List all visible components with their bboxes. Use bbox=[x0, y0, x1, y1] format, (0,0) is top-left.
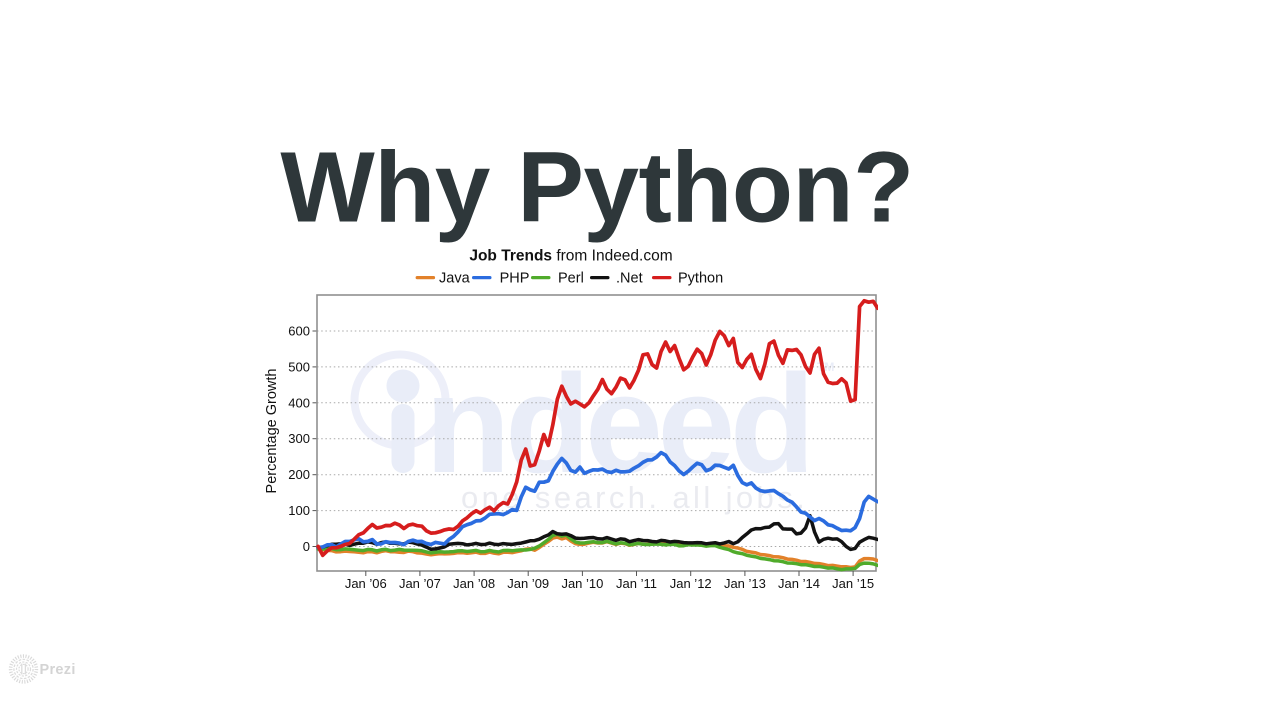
svg-text:400: 400 bbox=[288, 395, 310, 410]
svg-text:Jan ’08: Jan ’08 bbox=[453, 576, 495, 591]
svg-text:Perl: Perl bbox=[558, 271, 584, 287]
svg-text:600: 600 bbox=[288, 324, 310, 339]
svg-text:0: 0 bbox=[303, 539, 310, 554]
svg-text:Python: Python bbox=[678, 271, 723, 287]
svg-text:Jan ’14: Jan ’14 bbox=[778, 576, 820, 591]
svg-text:200: 200 bbox=[288, 467, 310, 482]
svg-text:300: 300 bbox=[288, 431, 310, 446]
svg-text:PHP: PHP bbox=[500, 271, 530, 287]
svg-text:100: 100 bbox=[288, 503, 310, 518]
svg-text:Jan ’13: Jan ’13 bbox=[724, 576, 766, 591]
svg-text:Jan ’15: Jan ’15 bbox=[832, 576, 874, 591]
svg-text:Jan ’10: Jan ’10 bbox=[561, 576, 603, 591]
svg-text:Jan ’06: Jan ’06 bbox=[345, 576, 387, 591]
svg-text:500: 500 bbox=[288, 359, 310, 374]
svg-text:Prezi: Prezi bbox=[40, 662, 76, 678]
svg-text:Jan ’09: Jan ’09 bbox=[507, 576, 549, 591]
svg-text:.Net: .Net bbox=[616, 271, 643, 287]
svg-text:Job Trends from Indeed.com: Job Trends from Indeed.com bbox=[469, 248, 672, 265]
svg-text:Percentage Growth: Percentage Growth bbox=[264, 369, 280, 494]
svg-text:Jan ’07: Jan ’07 bbox=[399, 576, 441, 591]
svg-text:Jan ’11: Jan ’11 bbox=[616, 576, 657, 591]
svg-text:Java: Java bbox=[439, 271, 471, 287]
svg-text:Jan ’12: Jan ’12 bbox=[670, 576, 712, 591]
svg-text:ndeed: ndeed bbox=[425, 345, 810, 502]
